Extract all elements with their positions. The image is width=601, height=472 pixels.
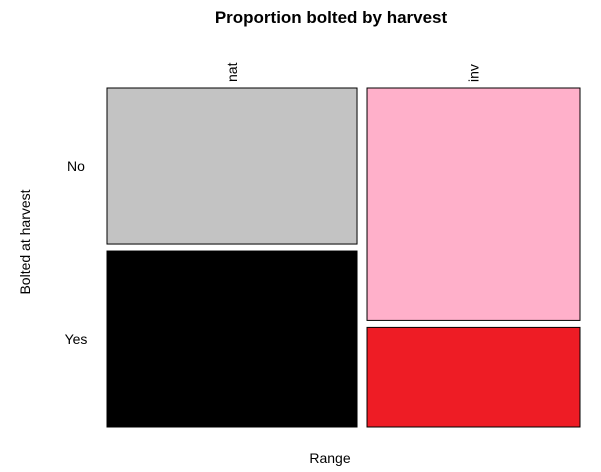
x-tick-label-inv: inv bbox=[466, 64, 482, 82]
x-axis-label: Range bbox=[309, 450, 350, 466]
y-tick-label-yes: Yes bbox=[65, 331, 88, 347]
mosaic-cell-inv-yes bbox=[366, 326, 581, 428]
mosaic-cell-inv-no bbox=[366, 87, 581, 321]
y-axis-label: Bolted at harvest bbox=[17, 189, 33, 294]
mosaic-cell-nat-yes bbox=[106, 250, 358, 428]
x-tick-label-nat: nat bbox=[224, 62, 240, 82]
mosaic-cell-nat-no bbox=[106, 87, 358, 245]
y-tick-label-no: No bbox=[67, 158, 85, 174]
chart-title: Proportion bolted by harvest bbox=[215, 8, 448, 27]
